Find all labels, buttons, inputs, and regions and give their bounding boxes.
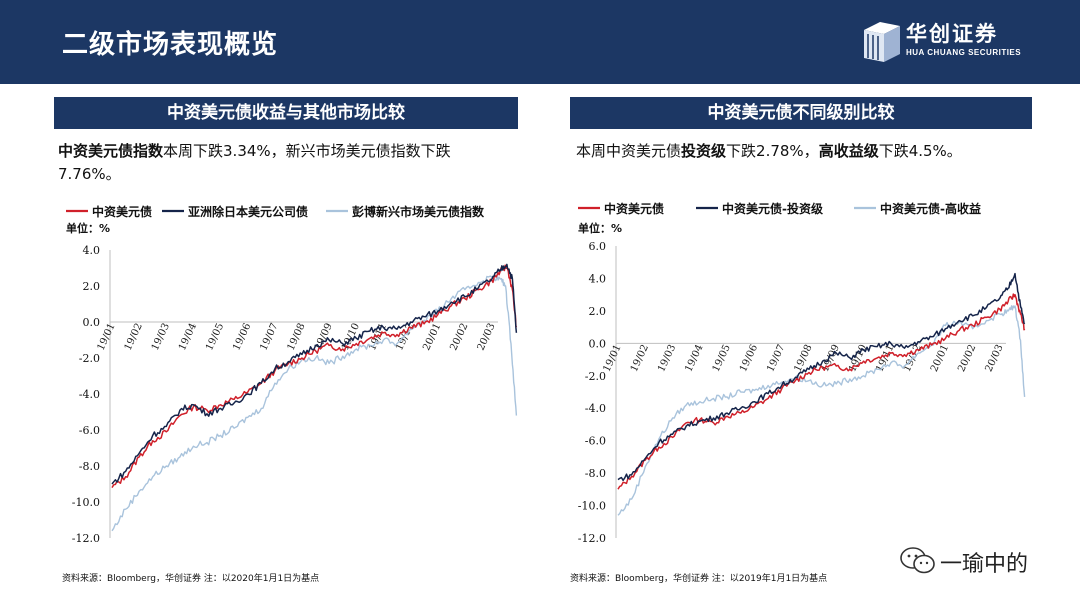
y-tick-label: 0.0 <box>83 316 101 329</box>
right-desc-text-2: 下跌2.78%， <box>726 142 819 160</box>
y-tick-label: -12.0 <box>72 532 100 545</box>
y-tick-label: 6.0 <box>589 240 607 253</box>
y-tick-label: 0.0 <box>589 337 607 350</box>
y-tick-label: -10.0 <box>578 500 606 513</box>
logo-subtitle: HUA CHUANG SECURITIES <box>906 48 1022 57</box>
left-desc-bold: 中资美元债指数 <box>58 142 164 160</box>
y-tick-label: -4.0 <box>585 402 606 415</box>
page-title: 二级市场表现概览 <box>62 30 279 60</box>
series-line <box>111 263 518 485</box>
y-tick-label: -12.0 <box>578 532 606 545</box>
x-tick-label: 19/05 <box>711 343 733 374</box>
unit-label: 单位：% <box>66 221 110 235</box>
y-tick-label: -2.0 <box>79 352 100 365</box>
x-tick-label: 19/07 <box>765 343 787 374</box>
y-tick-label: -8.0 <box>585 467 606 480</box>
x-tick-label: 19/08 <box>793 343 815 374</box>
logo-name: 华创证券 <box>906 22 998 46</box>
x-tick-label: 19/03 <box>656 343 678 374</box>
legend-label: 亚洲除日本美元公司债 <box>188 204 308 219</box>
unit-label: 单位：% <box>578 221 622 235</box>
watermark-text: 一瑜中的 <box>940 552 1029 577</box>
chart-legend: 中资美元债 中资美元债-投资级 中资美元债-高收益 <box>578 201 981 216</box>
y-tick-label: 4.0 <box>83 244 101 257</box>
company-logo: 华创证券 HUA CHUANG SECURITIES <box>862 18 1062 68</box>
right-panel-title: 中资美元债不同级别比较 <box>570 97 1032 129</box>
chart-legend: 中资美元债 亚洲除日本美元公司债 彭博新兴市场美元债指数 <box>66 204 485 219</box>
x-tick-label: 20/01 <box>929 343 951 374</box>
right-desc-text-1: 本周中资美元债 <box>576 142 682 160</box>
right-desc-bold-1: 投资级 <box>681 142 727 160</box>
header-bar: 二级市场表现概览 华创证券 HUA CHUANG SECURITIES <box>0 0 1080 84</box>
left-desc-text: 本周下跌3.34%，新兴市场美元债指数下跌7.76%。 <box>58 142 451 183</box>
y-tick-label: -8.0 <box>79 460 100 473</box>
legend-label: 彭博新兴市场美元债指数 <box>352 204 485 219</box>
y-tick-label: -6.0 <box>79 424 100 437</box>
legend-label: 中资美元债 <box>92 204 152 219</box>
right-source-note: 资料来源：Bloomberg，华创证券 注：以2019年1月1日为基点 <box>570 574 828 584</box>
x-tick-label: 19/06 <box>738 343 760 374</box>
y-tick-label: 2.0 <box>83 280 101 293</box>
x-tick-label: 20/03 <box>984 343 1006 374</box>
right-desc-text-3: 下跌4.5%。 <box>878 142 962 160</box>
x-tick-label: 19/02 <box>629 343 651 374</box>
x-tick-label: 19/04 <box>683 343 705 374</box>
y-tick-label: -10.0 <box>72 496 100 509</box>
left-source-note: 资料来源：Bloomberg，华创证券 注：以2020年1月1日为基点 <box>62 574 320 584</box>
legend-label: 中资美元债-投资级 <box>722 201 823 216</box>
left-panel-title: 中资美元债收益与其他市场比较 <box>54 97 518 129</box>
legend-label: 中资美元债-高收益 <box>880 201 981 216</box>
series-line <box>111 274 518 532</box>
right-description: 本周中资美元债投资级下跌2.78%，高收益级下跌4.5%。 <box>576 140 1036 163</box>
legend-label: 中资美元债 <box>604 201 664 216</box>
series-line <box>617 272 1026 482</box>
logo-mark-icon <box>864 22 900 62</box>
wechat-watermark: 一瑜中的 <box>900 544 1060 580</box>
left-description: 中资美元债指数本周下跌3.34%，新兴市场美元债指数下跌7.76%。 <box>58 140 508 186</box>
y-tick-label: -2.0 <box>585 370 606 383</box>
series-line <box>617 305 1026 516</box>
series-line <box>617 293 1026 490</box>
y-tick-label: -4.0 <box>79 388 100 401</box>
x-tick-label: 20/02 <box>956 343 978 374</box>
y-tick-label: 2.0 <box>589 305 607 318</box>
wechat-icon <box>900 547 935 574</box>
right-desc-bold-2: 高收益级 <box>818 142 879 160</box>
y-tick-label: -6.0 <box>585 435 606 448</box>
y-tick-label: 4.0 <box>589 272 607 285</box>
